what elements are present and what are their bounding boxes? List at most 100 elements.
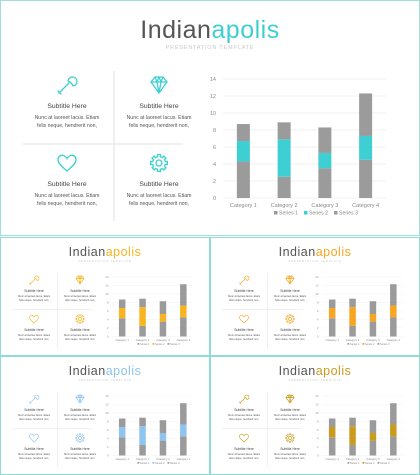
x-tick-label: Category 2 [136,338,150,342]
feature-1: Subtitle Here Nunc at laoreet lacus. Etia… [222,408,267,422]
feature-description-line-2: felis neque, hendrerit non, [129,201,189,207]
y-tick-label: 6 [317,309,319,313]
gear-icon [75,433,85,443]
gear-icon [75,314,85,324]
feature-1: Subtitle Here Nunc at laoreet lacus. Etia… [222,289,267,303]
x-tick-label: Category 1 [115,338,129,342]
legend-label: Series 1 [279,211,298,217]
bar-1-series-2 [328,308,336,319]
y-tick-label: 6 [107,428,109,432]
feature-2: Subtitle Here Nunc at laoreet lacus. Etia… [114,102,204,130]
y-tick-label: 10 [105,411,109,415]
y-tick-label: 12 [315,403,319,407]
bar-3-series-1 [159,321,167,337]
feature-description-line-1: Nunc at laoreet lacus. Etiam [17,413,51,417]
bar-2-series-2 [139,307,146,326]
title-part-1: Indian [68,364,106,378]
page-subtitle: PRESENTATION TEMPLATE [78,379,132,382]
bar-4-series-1 [180,436,187,456]
feature-label: Subtitle Here [280,288,300,293]
chart-bars: Category 1 Category 2 Category 3 Category 4 [325,284,401,342]
legend-label: Series 3 [170,461,180,465]
feature-label: Subtitle Here [70,327,90,332]
legend-label: Series 1 [140,342,150,346]
y-tick-label: 14 [105,394,109,398]
feature-description-line-2: felis neque, hendrerit non, [65,417,95,421]
bar-2-series-3 [139,417,146,427]
bar-2-series-3 [349,298,356,308]
page-subtitle: PRESENTATION TEMPLATE [288,379,342,382]
y-tick-label: 2 [317,445,319,449]
bar-1-series-3 [328,299,336,309]
bar-3-series-3 [318,127,332,153]
chart-bars: Category 1 Category 2 Category 3 Category 4 [325,403,401,461]
slide-thumbnail-2[interactable]: Indianapolis PRESENTATION TEMPLATE 0 2 4 6 8 10… [210,237,420,356]
bar-2-series-1 [349,325,356,337]
diamond-icon [75,275,85,285]
diamond-icon [285,394,295,404]
slide-main[interactable]: Indianapolis PRESENTATION TEMPLATE 0 2 4 6 8 10… [0,0,420,236]
feature-label: Subtitle Here [24,446,44,451]
legend-label: Series 2 [365,461,375,465]
gear-icon [150,154,168,172]
bar-2-series-1 [139,325,146,337]
legend-swatch [347,462,350,464]
bar-4-series-2 [359,135,373,160]
feature-description-line-2: felis neque, hendrerit non, [37,201,97,207]
feature-4: Subtitle Here Nunc at laoreet lacus. Etia… [58,328,103,342]
x-tick-label: Category 3 [311,203,338,209]
y-tick-label: 2 [317,326,319,330]
slide-thumbnail-3[interactable]: Indianapolis PRESENTATION TEMPLATE 0 2 4 6 8 10… [0,356,210,475]
y-tick-label: 14 [315,394,319,398]
feature-2: Subtitle Here Nunc at laoreet lacus. Etia… [58,289,103,303]
bar-1-series-1 [328,318,336,337]
slide-thumbnail-4[interactable]: Indianapolis PRESENTATION TEMPLATE 0 2 4 6 8 10… [210,356,420,475]
y-tick-label: 14 [210,77,216,83]
bar-4-series-1 [390,436,397,456]
wrench-icon [29,394,40,404]
bar-2-series-2 [277,139,291,177]
bar-2-series-2 [349,426,356,445]
bar-1-series-2 [236,141,250,162]
x-tick-label: Category 4 [387,457,401,461]
feature-description-line-2: felis neque, hendrerit non, [229,417,259,421]
chart-y-ticks: 0 2 4 6 8 10 12 14 [315,394,319,458]
feature-description-line-2: felis neque, hendrerit non, [229,298,259,302]
y-tick-label: 2 [213,179,216,185]
title-part-2: apolis [105,245,142,259]
legend-label: Series 1 [350,461,360,465]
y-tick-label: 12 [105,403,109,407]
x-tick-label: Category 4 [177,338,191,342]
wrench-icon [29,275,40,285]
y-tick-label: 0 [317,335,319,339]
x-tick-label: Category 2 [346,457,360,461]
diamond-icon [285,275,295,285]
chart-legend: Series 1 Series 2 Series 3 [137,461,180,465]
y-tick-label: 4 [317,318,319,322]
feature-2: Subtitle Here Nunc at laoreet lacus. Etia… [268,289,313,303]
feature-description-line-1: Nunc at laoreet lacus. Etiam [273,452,307,456]
feature-label: Subtitle Here [234,407,254,412]
y-tick-label: 2 [107,445,109,449]
bar-4-series-1 [180,317,187,337]
y-tick-label: 6 [317,428,319,432]
y-tick-label: 8 [317,420,319,424]
heart-icon [57,154,77,172]
bar-2-series-1 [349,444,356,456]
y-tick-label: 4 [317,437,319,441]
feature-1: Subtitle Here Nunc at laoreet lacus. Etia… [12,408,57,422]
x-tick-label: Category 1 [115,457,129,461]
bar-4-series-3 [359,93,373,136]
feature-description-line-1: Nunc at laoreet lacus. Etiam [227,452,261,456]
feature-label: Subtitle Here [70,288,90,293]
y-tick-label: 10 [315,292,319,296]
feature-description-line-2: felis neque, hendrerit non, [275,417,305,421]
feature-1: Subtitle Here Nunc at laoreet lacus. Etia… [12,289,57,303]
feature-4: Subtitle Here Nunc at laoreet lacus. Etia… [268,328,313,342]
title-part-2: apolis [211,16,280,44]
heart-icon [239,433,249,443]
slide-thumbnail-1[interactable]: Indianapolis PRESENTATION TEMPLATE 0 2 4 6 8 10… [0,237,210,356]
bar-3-series-3 [159,420,167,433]
